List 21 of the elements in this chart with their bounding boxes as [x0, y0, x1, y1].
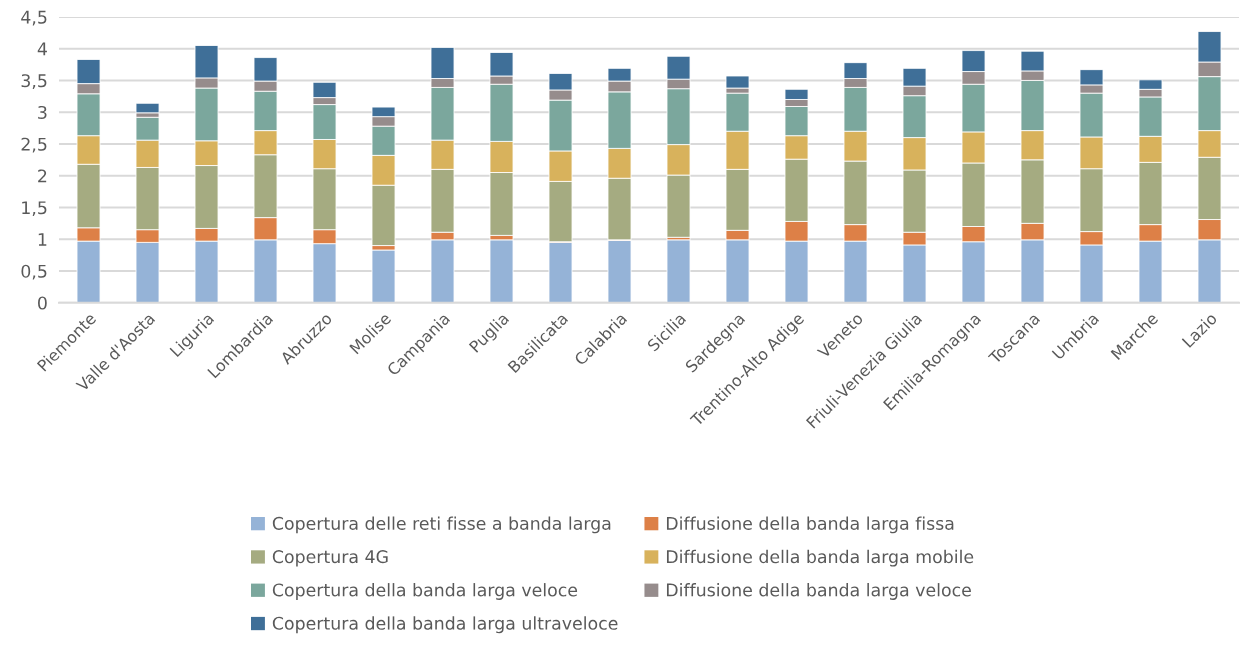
y-tick-label: 2	[38, 169, 47, 183]
legend-label: Copertura 4G	[272, 550, 388, 567]
legend-label: Diffusione della banda larga mobile	[666, 549, 974, 567]
bar	[135, 102, 160, 114]
y-tick-label: 4,5	[21, 10, 47, 26]
bar	[489, 239, 514, 303]
legend-label: Copertura della banda larga ultraveloce	[272, 616, 618, 634]
y-tick-label: 1	[38, 233, 47, 246]
y-tick-label: 3	[38, 105, 47, 120]
y-tick-label: 4	[37, 42, 47, 56]
y-tick-label: 0	[38, 296, 47, 310]
legend-label: Copertura della banda larga veloce	[272, 583, 578, 600]
legend-label: Diffusione della banda larga veloce	[666, 583, 971, 600]
y-tick-label: 0,5	[21, 264, 47, 280]
y-tick-label: 1,5	[22, 201, 47, 217]
legend-label: Copertura delle reti fisse a banda larga	[272, 516, 611, 534]
y-tick-label: 3,5	[21, 74, 47, 90]
bar	[666, 239, 691, 303]
y-tick-label: 2,5	[21, 137, 47, 153]
bar	[371, 249, 396, 303]
legend-label: Diffusione della banda larga fissa	[666, 516, 954, 534]
